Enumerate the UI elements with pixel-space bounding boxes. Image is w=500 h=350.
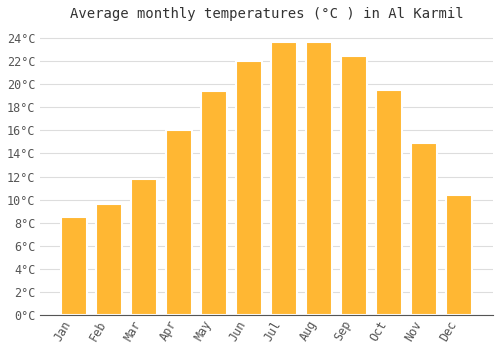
Bar <box>376 90 402 315</box>
Bar <box>446 195 472 315</box>
Bar <box>271 42 297 315</box>
Bar <box>236 61 262 315</box>
Bar <box>411 143 438 315</box>
Bar <box>341 56 367 315</box>
Bar <box>306 42 332 315</box>
Bar <box>96 204 122 315</box>
Bar <box>61 217 87 315</box>
Title: Average monthly temperatures (°C ) in Al Karmil: Average monthly temperatures (°C ) in Al… <box>70 7 464 21</box>
Bar <box>131 179 157 315</box>
Bar <box>166 130 192 315</box>
Bar <box>201 91 228 315</box>
